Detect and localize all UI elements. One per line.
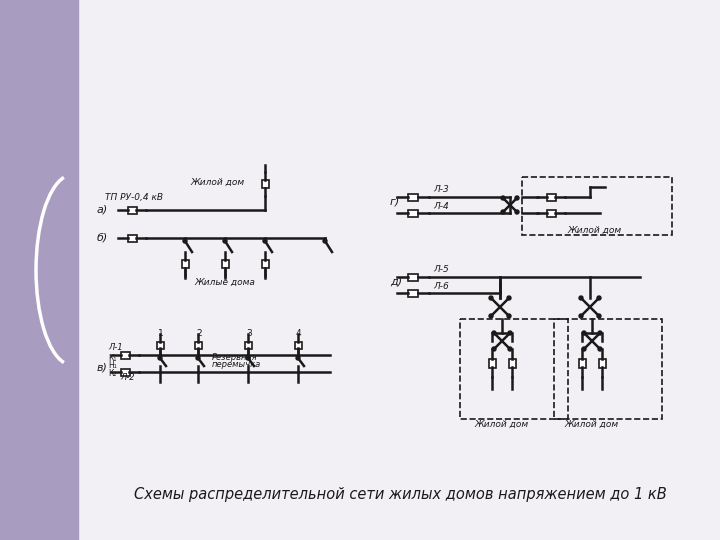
Circle shape: [492, 331, 496, 335]
Circle shape: [579, 296, 583, 300]
Bar: [460, 319, 568, 419]
Circle shape: [263, 239, 267, 243]
Text: 1: 1: [158, 329, 163, 338]
Circle shape: [507, 314, 511, 318]
Circle shape: [597, 296, 601, 300]
Text: Н₁: Н₁: [108, 361, 117, 370]
Circle shape: [489, 296, 493, 300]
Circle shape: [158, 356, 162, 360]
Text: Схемы распределительной сети жилых домов напряжением до 1 кВ: Схемы распределительной сети жилых домов…: [134, 488, 667, 503]
Circle shape: [246, 356, 250, 360]
Text: перемычка: перемычка: [212, 360, 261, 369]
Text: 2: 2: [196, 329, 202, 338]
Bar: [547, 210, 556, 217]
Bar: [408, 194, 418, 201]
Circle shape: [597, 314, 601, 318]
Bar: [554, 319, 662, 419]
Text: К₂: К₂: [108, 369, 117, 378]
Circle shape: [508, 331, 512, 335]
Bar: [262, 260, 269, 268]
Circle shape: [598, 331, 602, 335]
Circle shape: [501, 210, 505, 214]
Text: Резервная: Резервная: [212, 353, 258, 362]
Bar: [599, 359, 606, 368]
Circle shape: [323, 239, 327, 243]
Bar: [522, 177, 672, 235]
Bar: [509, 359, 516, 368]
Circle shape: [489, 314, 493, 318]
Text: Л-2: Л-2: [120, 373, 135, 382]
Text: Л-3: Л-3: [433, 185, 449, 194]
Text: д): д): [390, 277, 402, 287]
Bar: [121, 352, 130, 359]
Bar: [128, 235, 137, 242]
Text: в): в): [97, 362, 108, 372]
Bar: [245, 342, 252, 349]
Circle shape: [598, 347, 602, 351]
Circle shape: [579, 314, 583, 318]
Bar: [128, 207, 137, 214]
Text: Жилой дом: Жилой дом: [475, 420, 529, 429]
Bar: [579, 359, 586, 368]
Text: Л-5: Л-5: [433, 265, 449, 274]
Bar: [547, 194, 556, 201]
Text: Л-6: Л-6: [433, 282, 449, 291]
Circle shape: [507, 296, 511, 300]
Bar: [121, 369, 130, 376]
Text: Жилые дома: Жилые дома: [194, 278, 256, 287]
Circle shape: [508, 347, 512, 351]
Text: г): г): [390, 197, 400, 207]
Circle shape: [492, 347, 496, 351]
Circle shape: [582, 347, 586, 351]
Bar: [222, 260, 229, 268]
Bar: [408, 274, 418, 281]
Text: К₁: К₁: [108, 354, 117, 363]
Text: Жилой дом: Жилой дом: [565, 420, 619, 429]
Text: а): а): [97, 205, 108, 215]
Circle shape: [582, 331, 586, 335]
Circle shape: [196, 356, 200, 360]
Text: 4: 4: [296, 329, 302, 338]
Text: Жилой дом: Жилой дом: [568, 226, 622, 235]
Text: Жилой дом: Жилой дом: [191, 178, 245, 187]
Bar: [489, 359, 496, 368]
Circle shape: [223, 239, 227, 243]
Circle shape: [515, 196, 519, 200]
Text: 3: 3: [246, 329, 252, 338]
Circle shape: [515, 210, 519, 214]
Text: Л-4: Л-4: [433, 202, 449, 211]
Bar: [157, 342, 164, 349]
Text: ТП РУ-0,4 кВ: ТП РУ-0,4 кВ: [105, 193, 163, 202]
Bar: [408, 210, 418, 217]
Bar: [262, 180, 269, 188]
Bar: [295, 342, 302, 349]
Text: Л-1: Л-1: [108, 343, 122, 352]
Bar: [408, 290, 418, 297]
Circle shape: [183, 239, 187, 243]
Text: б): б): [97, 233, 108, 243]
Bar: [182, 260, 189, 268]
Circle shape: [296, 356, 300, 360]
Circle shape: [501, 196, 505, 200]
Bar: [0, 0, 78, 540]
Bar: [195, 342, 202, 349]
